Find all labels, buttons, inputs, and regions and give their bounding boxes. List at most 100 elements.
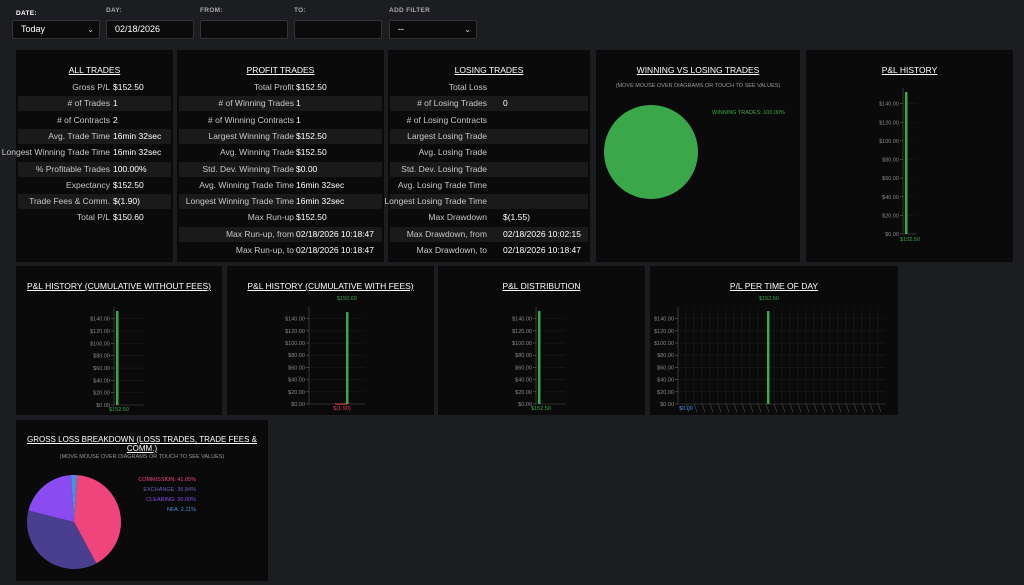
pl-cum-no-fees-chart[interactable]: $0.00 $20.00 $40.00 $60.00 $80.00 $100.00 $120… <box>16 290 222 415</box>
y-tick-label: $40.00 <box>93 378 110 384</box>
y-tick-label: $20.00 <box>657 390 674 396</box>
gross-loss-title: GROSS LOSS BREAKDOWN (LOSS TRADES, TRADE… <box>27 435 257 453</box>
stat-label: Largest Losing Trade <box>407 130 487 141</box>
x-tick-mark <box>797 403 802 413</box>
y-tick-label: $0.00 <box>518 402 532 408</box>
gross-loss-pie-chart[interactable]: COMMISSION: 41.05% EXCHANGE: 36.84% CLEARI… <box>16 466 268 581</box>
stat-row: Trade Fees & Comm. $(1.90) <box>18 194 171 210</box>
pl-history-panel: P&L HISTORY $0.00 $20.00 $40.00 $60.00 $80.0… <box>806 50 1013 262</box>
stat-label: Longest Winning Trade Time <box>185 196 294 207</box>
pie-slice-winning[interactable] <box>604 105 698 199</box>
stat-label: # of Winning Contracts <box>208 114 294 125</box>
y-tick-label: $60.00 <box>515 365 532 371</box>
stat-label: Longest Losing Trade Time <box>384 196 487 207</box>
stat-row: Std. Dev. Winning Trade $0.00 <box>179 161 382 177</box>
stat-label: Gross P/L <box>72 82 110 92</box>
x-tick-mark <box>701 403 706 413</box>
stat-label: Total Loss <box>448 82 487 92</box>
add-filter-label: ADD FILTER <box>389 7 431 14</box>
day-input[interactable]: 02/18/2026 <box>106 20 194 39</box>
y-tick-label: $80.00 <box>288 353 305 359</box>
date-select[interactable]: Today ⌄ <box>12 20 100 39</box>
stat-value: 16min 32sec <box>296 179 345 190</box>
y-tick-label: $100.00 <box>654 341 674 347</box>
y-tick-label: $40.00 <box>288 378 305 384</box>
x-tick-mark <box>741 403 746 413</box>
bar <box>905 92 908 234</box>
x-tick-mark <box>869 403 874 413</box>
y-tick-label: $60.00 <box>288 365 305 371</box>
y-tick-label: $60.00 <box>657 365 674 371</box>
pl-history-chart[interactable]: $0.00 $20.00 $40.00 $60.00 $80.00 $100.00 $120… <box>806 78 1013 258</box>
stat-value: 16min 32sec <box>296 196 345 207</box>
stat-value: 02/18/2026 10:18:47 <box>296 245 374 255</box>
y-tick-label: $100.00 <box>512 341 532 347</box>
pl-cum-no-fees-panel: P&L HISTORY (CUMULATIVE WITHOUT FEES) $0… <box>16 266 222 415</box>
x-tick-mark <box>813 403 818 413</box>
y-tick-label: $140.00 <box>285 317 305 323</box>
x-tick-mark <box>861 403 866 413</box>
stat-row: Avg. Winning Trade $152.50 <box>179 145 382 160</box>
to-input[interactable] <box>294 20 382 39</box>
y-tick-label: $60.00 <box>882 176 899 182</box>
pie-slice-nfa <box>70 475 78 522</box>
chevron-down-icon: ⌄ <box>464 25 471 34</box>
y-tick-label: $80.00 <box>93 354 110 360</box>
stat-row: # of Winning Trades 1 <box>179 96 382 112</box>
bar <box>538 311 541 404</box>
pie-slice-clearing <box>28 475 74 522</box>
pie-legend-label: CLEARING: 20.00% <box>146 497 196 503</box>
pl-dist-chart[interactable]: $0.00 $20.00 $40.00 $60.00 $80.00 $100.00 $120… <box>438 290 645 415</box>
stat-row: Gross P/L $152.50 <box>18 80 171 95</box>
pie-legend-label: COMMISSION: 41.05% <box>138 477 196 483</box>
add-filter-select[interactable]: -- ⌄ <box>389 20 477 39</box>
y-tick-label: $140.00 <box>512 317 532 323</box>
x-tick-mark <box>781 403 786 413</box>
y-tick-label: $140.00 <box>90 317 110 323</box>
win-loss-pie-chart[interactable]: WINNING TRADES: 100.00% <box>596 92 800 262</box>
stat-label: Trade Fees & Comm. <box>29 196 110 207</box>
stat-label: Max Run-up, from <box>225 228 294 239</box>
x-tick-mark <box>837 403 842 413</box>
stat-row: # of Losing Trades 0 <box>390 96 588 112</box>
day-input-value: 02/18/2026 <box>115 24 161 34</box>
pl-time-chart[interactable]: $0.00 $20.00 $40.00 $60.00 $80.00 $100.00 $120… <box>650 290 898 415</box>
stat-row: # of Contracts 2 <box>18 113 171 128</box>
pie-legend-label: NFA: 2.11% <box>167 507 196 513</box>
stat-value: 16min 32sec <box>113 147 162 158</box>
stat-row: Max Run-up, to 02/18/2026 10:18:47 <box>179 243 382 258</box>
x-tick-mark <box>845 403 850 413</box>
y-tick-label: $0.00 <box>291 402 305 408</box>
stat-value: 02/18/2026 10:02:15 <box>503 228 581 239</box>
all-trades-title: ALL TRADES <box>68 65 121 75</box>
y-tick-label: $140.00 <box>879 102 899 108</box>
stat-label: Avg. Winning Trade Time <box>199 179 294 190</box>
stat-value: $152.50 <box>296 130 327 141</box>
pl-dist-panel: P&L DISTRIBUTION $0.00 $20.00 $40.00 $60.00… <box>438 266 645 415</box>
stat-value: 1 <box>296 98 301 109</box>
x-tick-mark <box>789 403 794 413</box>
stat-label: Max Drawdown, to <box>416 245 487 255</box>
y-tick-label: $20.00 <box>288 390 305 396</box>
stat-label: Max Run-up <box>247 212 294 223</box>
date-select-value: Today <box>21 24 46 34</box>
from-input[interactable] <box>200 20 288 39</box>
pl-cum-fees-panel: P&L HISTORY (CUMULATIVE WITH FEES) $0.00… <box>227 266 434 415</box>
stat-label: Avg. Losing Trade <box>418 147 487 158</box>
x-tick-mark <box>709 403 714 413</box>
stat-row: Total P/L $150.60 <box>18 210 171 225</box>
pl-cum-fees-chart[interactable]: $0.00 $20.00 $40.00 $60.00 $80.00 $100.00 $120… <box>227 290 434 415</box>
bar-value-label: $(1.90) <box>333 406 351 412</box>
bar-value-label: $152.50 <box>531 406 551 412</box>
x-tick-mark <box>765 403 770 413</box>
stat-value: $152.50 <box>296 147 327 158</box>
y-tick-label: $120.00 <box>512 329 532 335</box>
stat-label: Max Drawdown <box>428 212 487 223</box>
x-tick-mark <box>749 403 754 413</box>
y-tick-label: $80.00 <box>882 158 899 164</box>
y-tick-label: $0.00 <box>660 402 674 408</box>
gross-loss-subtitle: (MOVE MOUSE OVER DIAGRAMS OR TOUCH TO SE… <box>59 454 225 460</box>
stat-label: # of Contracts <box>57 114 110 125</box>
stat-label: Avg. Winning Trade <box>219 147 294 158</box>
stat-label: Avg. Trade Time <box>48 130 110 141</box>
